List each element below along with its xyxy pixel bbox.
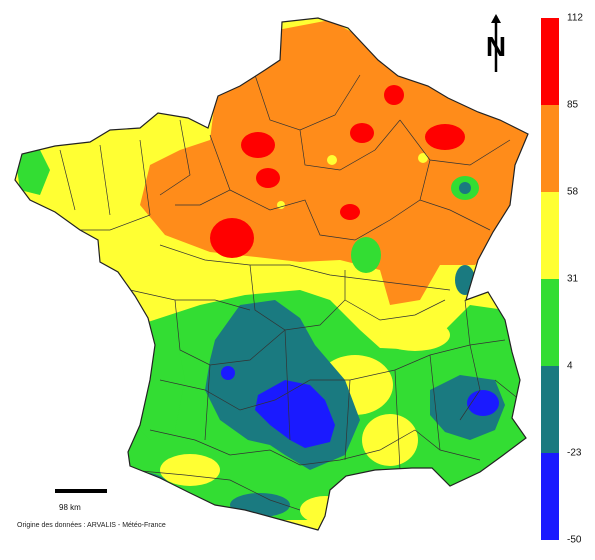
legend-band-green — [541, 279, 559, 366]
zone-yellow-south — [300, 496, 350, 524]
zone-yellow-south — [362, 414, 418, 466]
zone-yellow — [327, 155, 337, 165]
zone-blue — [221, 366, 235, 380]
legend-band-yellow — [541, 192, 559, 279]
color-legend — [541, 18, 559, 540]
north-letter: N — [486, 31, 506, 62]
zone-red — [425, 124, 465, 150]
zone-red — [350, 123, 374, 143]
zone-blue — [163, 489, 173, 499]
north-arrow-icon: N — [486, 14, 506, 72]
legend-tick-label: 112 — [567, 12, 583, 24]
zone-yellow — [418, 153, 428, 163]
zone-yellow-south — [380, 319, 450, 351]
zone-red — [256, 168, 280, 188]
legend-band-red — [541, 18, 559, 105]
legend-tick-label: 85 — [567, 99, 579, 111]
zone-green — [351, 237, 381, 273]
zone-teal — [110, 472, 170, 504]
legend-tick-label: 31 — [567, 273, 579, 285]
zone-teal — [459, 182, 471, 194]
zone-red — [241, 132, 275, 158]
zone-blue — [255, 380, 335, 448]
zone-yellow — [277, 201, 285, 209]
zone-teal — [230, 493, 290, 517]
zone-blue — [467, 390, 499, 416]
legend-tick-label: 58 — [567, 186, 579, 198]
zone-green — [15, 150, 50, 195]
scale-label: 98 km — [59, 503, 81, 512]
legend-tick-label: -23 — [567, 447, 582, 459]
zone-red — [210, 218, 254, 258]
legend-band-teal — [541, 366, 559, 453]
scale-bar — [55, 489, 107, 493]
source-credit: Origine des données : ARVALIS - Météo-Fr… — [17, 522, 166, 529]
zone-red — [384, 85, 404, 105]
department-boundaries — [59, 74, 521, 511]
legend-tick-label: -50 — [567, 534, 582, 546]
legend-band-blue — [541, 453, 559, 540]
legend-tick-label: 4 — [567, 360, 573, 372]
legend-band-orange — [541, 105, 559, 192]
zone-red — [340, 204, 360, 220]
zone-yellow-south — [160, 454, 220, 486]
